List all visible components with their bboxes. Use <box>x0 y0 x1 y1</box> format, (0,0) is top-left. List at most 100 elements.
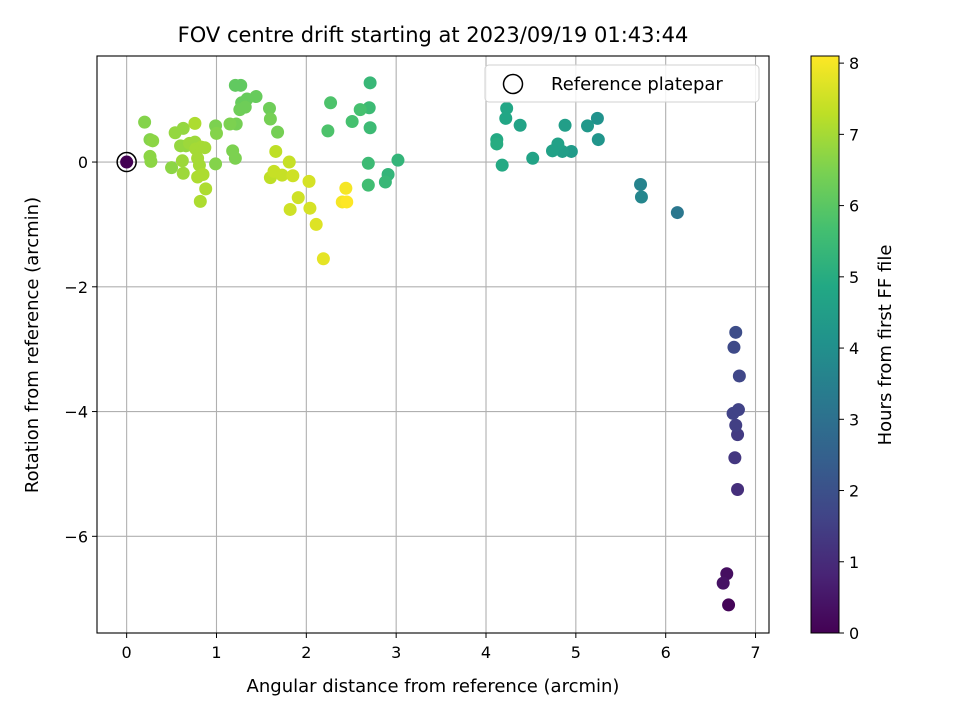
data-point <box>165 161 179 175</box>
data-point <box>361 178 375 192</box>
data-point <box>191 170 205 184</box>
data-point <box>581 119 595 133</box>
data-point <box>309 217 323 231</box>
legend: Reference platepar <box>484 64 760 103</box>
data-point <box>302 174 316 188</box>
x-axis: 0 1 2 3 4 5 6 7 <box>122 633 761 662</box>
data-point <box>303 201 317 215</box>
y-tick-label: −4 <box>64 403 88 422</box>
data-point <box>731 483 745 497</box>
colorbar-tick-label: 2 <box>849 482 859 501</box>
data-point <box>731 403 745 417</box>
y-tick-label: −6 <box>64 527 88 546</box>
data-point <box>249 90 263 104</box>
data-point <box>199 182 213 196</box>
colorbar-tick-label: 5 <box>849 268 859 287</box>
y-tick-label: 0 <box>78 153 88 172</box>
data-point <box>263 112 277 126</box>
data-point <box>321 124 335 138</box>
data-point <box>729 325 743 339</box>
data-point <box>353 103 367 117</box>
reference-marker-group <box>116 151 137 173</box>
data-point <box>500 101 514 115</box>
data-point <box>324 96 338 110</box>
data-point <box>499 111 513 125</box>
data-point <box>490 137 504 151</box>
data-point <box>340 195 354 209</box>
data-point <box>513 118 527 132</box>
data-point <box>378 175 392 189</box>
colorbar-tick-label: 3 <box>849 410 859 429</box>
data-point <box>283 202 297 216</box>
colorbar-tick-label: 1 <box>849 553 859 572</box>
legend-entry-label: Reference platepar <box>551 74 723 95</box>
data-point <box>363 76 377 90</box>
data-point <box>209 157 223 171</box>
data-point <box>144 154 158 168</box>
data-point <box>223 117 237 131</box>
colorbar-tick-label: 4 <box>849 339 859 358</box>
data-point <box>363 121 377 135</box>
data-point <box>591 133 605 147</box>
data-point <box>188 116 202 130</box>
data-point <box>228 151 242 165</box>
x-tick-label: 4 <box>481 643 491 662</box>
legend-marker-icon <box>502 73 524 95</box>
data-point <box>228 78 242 92</box>
data-point <box>138 115 152 129</box>
x-tick-label: 2 <box>301 643 311 662</box>
colorbar-tick-label: 7 <box>849 125 859 144</box>
colorbar-tick-label: 0 <box>849 624 859 643</box>
data-point <box>271 125 285 139</box>
data-point <box>209 126 223 140</box>
data-point <box>275 168 289 182</box>
data-point <box>729 418 743 432</box>
x-tick-label: 5 <box>571 643 581 662</box>
colorbar: 0 1 2 3 4 5 6 7 8 Hours from first FF file <box>810 54 896 643</box>
data-point <box>728 451 742 465</box>
x-tick-label: 6 <box>661 643 671 662</box>
data-points <box>138 76 746 612</box>
data-point <box>732 369 746 383</box>
data-point <box>345 114 359 128</box>
data-point <box>526 151 540 165</box>
data-point <box>176 121 190 135</box>
colorbar-tick-label: 8 <box>849 54 859 73</box>
x-tick-label: 3 <box>391 643 401 662</box>
data-point <box>291 191 305 205</box>
data-point <box>634 177 648 191</box>
data-point <box>269 144 283 158</box>
data-point <box>590 111 604 125</box>
colorbar-tick-label: 6 <box>849 197 859 216</box>
legend-box <box>484 64 760 103</box>
data-point <box>495 158 509 172</box>
data-point <box>558 118 572 132</box>
x-tick-label: 0 <box>122 643 132 662</box>
y-axis: −6 −4 −2 0 <box>64 153 97 546</box>
chart-title: FOV centre drift starting at 2023/09/19 … <box>178 23 689 47</box>
data-point <box>146 134 160 148</box>
x-tick-label: 7 <box>750 643 760 662</box>
data-point <box>545 144 559 158</box>
colorbar-ticks: 0 1 2 3 4 5 6 7 8 <box>839 54 859 643</box>
data-point <box>339 181 353 195</box>
x-axis-label: Angular distance from reference (arcmin) <box>247 676 620 697</box>
data-point <box>262 101 276 115</box>
colorbar-label: Hours from first FF file <box>875 245 896 446</box>
reference-platepar-marker <box>116 151 137 173</box>
data-point <box>716 576 730 590</box>
colorbar-gradient <box>810 55 840 634</box>
y-axis-label: Rotation from reference (arcmin) <box>22 197 43 493</box>
plot-frame <box>96 55 770 634</box>
data-point <box>722 598 736 612</box>
data-point <box>282 155 296 169</box>
data-point <box>727 340 741 354</box>
data-point <box>391 153 405 167</box>
data-point <box>361 156 375 170</box>
data-point <box>176 166 190 180</box>
data-point <box>233 103 247 117</box>
data-point <box>198 141 212 155</box>
x-tick-label: 1 <box>211 643 221 662</box>
data-point <box>175 154 189 168</box>
